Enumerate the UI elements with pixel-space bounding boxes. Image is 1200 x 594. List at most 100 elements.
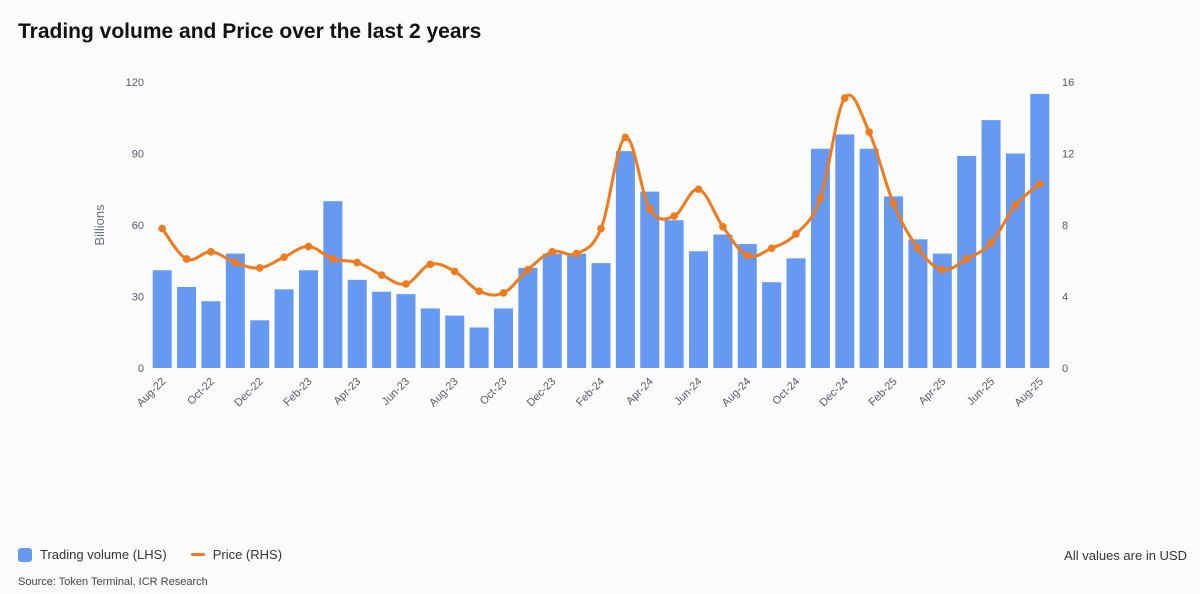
x-tick-label: Oct-24 bbox=[770, 376, 802, 408]
price-point bbox=[865, 128, 873, 136]
currency-note: All values are in USD bbox=[1064, 548, 1187, 563]
x-tick-label: Apr-25 bbox=[917, 376, 949, 408]
right-tick-label: 0 bbox=[1062, 363, 1068, 375]
volume-bar bbox=[323, 201, 343, 368]
left-tick-label: 60 bbox=[132, 220, 144, 232]
volume-bar bbox=[859, 148, 879, 368]
x-axis-ticks: Aug-22 Oct-22 Dec-22 Feb-23 Apr-23 Jun-23 Aug-… bbox=[135, 376, 1046, 410]
chart-title: Trading volume and Price over the last 2… bbox=[18, 20, 482, 43]
x-tick-label: Aug-25 bbox=[1012, 376, 1046, 410]
price-point bbox=[158, 224, 166, 233]
price-point bbox=[743, 251, 752, 260]
volume-bars bbox=[152, 93, 1050, 369]
x-tick-label: Feb-23 bbox=[281, 376, 314, 409]
price-point bbox=[889, 199, 898, 208]
legend-swatch-price bbox=[190, 553, 205, 556]
price-point bbox=[475, 287, 483, 295]
price-point bbox=[280, 253, 288, 261]
legend-item-volume: Trading volume (LHS) bbox=[18, 547, 167, 562]
volume-bar bbox=[372, 291, 392, 368]
x-tick-label: Jun-23 bbox=[380, 376, 412, 408]
price-point bbox=[231, 258, 240, 267]
x-tick-label: Aug-23 bbox=[427, 376, 461, 410]
price-point bbox=[524, 265, 532, 274]
price-point bbox=[255, 264, 264, 272]
volume-bar bbox=[810, 148, 830, 368]
volume-bar bbox=[225, 253, 245, 368]
volume-bar bbox=[932, 253, 952, 368]
volume-bar bbox=[1005, 153, 1025, 368]
volume-bar bbox=[640, 191, 660, 368]
volume-bar bbox=[250, 320, 270, 368]
left-tick-label: 30 bbox=[132, 292, 144, 304]
price-point bbox=[450, 267, 459, 276]
volume-bar bbox=[493, 308, 513, 368]
price-point bbox=[767, 244, 776, 253]
volume-bar bbox=[469, 327, 489, 368]
volume-bar bbox=[762, 282, 782, 368]
price-point bbox=[402, 280, 410, 288]
volume-bar bbox=[152, 270, 172, 368]
volume-bar bbox=[298, 270, 318, 368]
volume-bar bbox=[615, 151, 635, 368]
x-tick-label: Feb-25 bbox=[867, 376, 900, 409]
volume-bar bbox=[567, 253, 587, 368]
price-point bbox=[572, 249, 581, 258]
volume-bar bbox=[689, 251, 709, 368]
price-point bbox=[353, 258, 362, 267]
right-tick-label: 12 bbox=[1062, 149, 1074, 161]
price-point bbox=[962, 255, 971, 263]
x-tick-label: Feb-24 bbox=[574, 376, 607, 409]
price-point bbox=[938, 265, 947, 274]
price-point bbox=[816, 194, 825, 202]
volume-bar bbox=[542, 253, 562, 368]
volume-bar bbox=[713, 234, 733, 368]
price-point bbox=[182, 255, 191, 263]
volume-bar bbox=[396, 294, 416, 368]
left-tick-label: 0 bbox=[138, 363, 144, 375]
x-tick-label: Dec-24 bbox=[817, 376, 851, 410]
right-tick-label: 4 bbox=[1062, 292, 1068, 304]
x-tick-label: Oct-23 bbox=[478, 376, 510, 408]
price-point bbox=[621, 133, 630, 142]
price-point bbox=[377, 271, 386, 279]
x-tick-label: Jun-25 bbox=[965, 376, 997, 408]
y-axis-label: Billions bbox=[92, 204, 107, 246]
volume-bar bbox=[664, 220, 684, 368]
price-point bbox=[987, 239, 995, 247]
x-tick-label: Apr-23 bbox=[331, 376, 363, 408]
volume-bar bbox=[884, 196, 904, 368]
x-tick-label: Dec-22 bbox=[232, 376, 266, 410]
price-point bbox=[670, 212, 678, 220]
volume-bar bbox=[591, 263, 611, 368]
right-tick-label: 8 bbox=[1062, 220, 1068, 232]
volume-bar bbox=[274, 289, 294, 368]
volume-bar bbox=[518, 267, 538, 368]
price-point bbox=[792, 230, 800, 238]
price-point bbox=[426, 260, 435, 269]
left-tick-label: 120 bbox=[126, 77, 144, 89]
price-point bbox=[207, 248, 215, 256]
legend-label-volume: Trading volume (LHS) bbox=[40, 547, 167, 562]
x-tick-label: Aug-24 bbox=[720, 376, 754, 410]
legend-swatch-volume bbox=[18, 547, 32, 562]
price-point bbox=[304, 242, 313, 251]
right-tick-label: 16 bbox=[1062, 77, 1074, 89]
price-point bbox=[1011, 201, 1020, 210]
x-tick-label: Dec-23 bbox=[525, 376, 559, 410]
legend-item-price: Price (RHS) bbox=[190, 547, 283, 562]
x-tick-label: Jun-24 bbox=[672, 376, 704, 408]
price-point bbox=[645, 205, 654, 213]
volume-bar bbox=[177, 286, 197, 368]
price-point bbox=[1036, 180, 1044, 188]
volume-bar bbox=[445, 315, 465, 368]
price-point bbox=[329, 255, 337, 263]
left-tick-label: 90 bbox=[132, 149, 144, 161]
price-point bbox=[548, 248, 557, 256]
volume-bar bbox=[908, 239, 928, 368]
legend-label-price: Price (RHS) bbox=[212, 547, 283, 562]
volume-bar bbox=[347, 279, 367, 368]
right-axis-ticks: 0 4 8 12 16 bbox=[1062, 77, 1074, 375]
price-line-layer bbox=[158, 93, 1044, 297]
